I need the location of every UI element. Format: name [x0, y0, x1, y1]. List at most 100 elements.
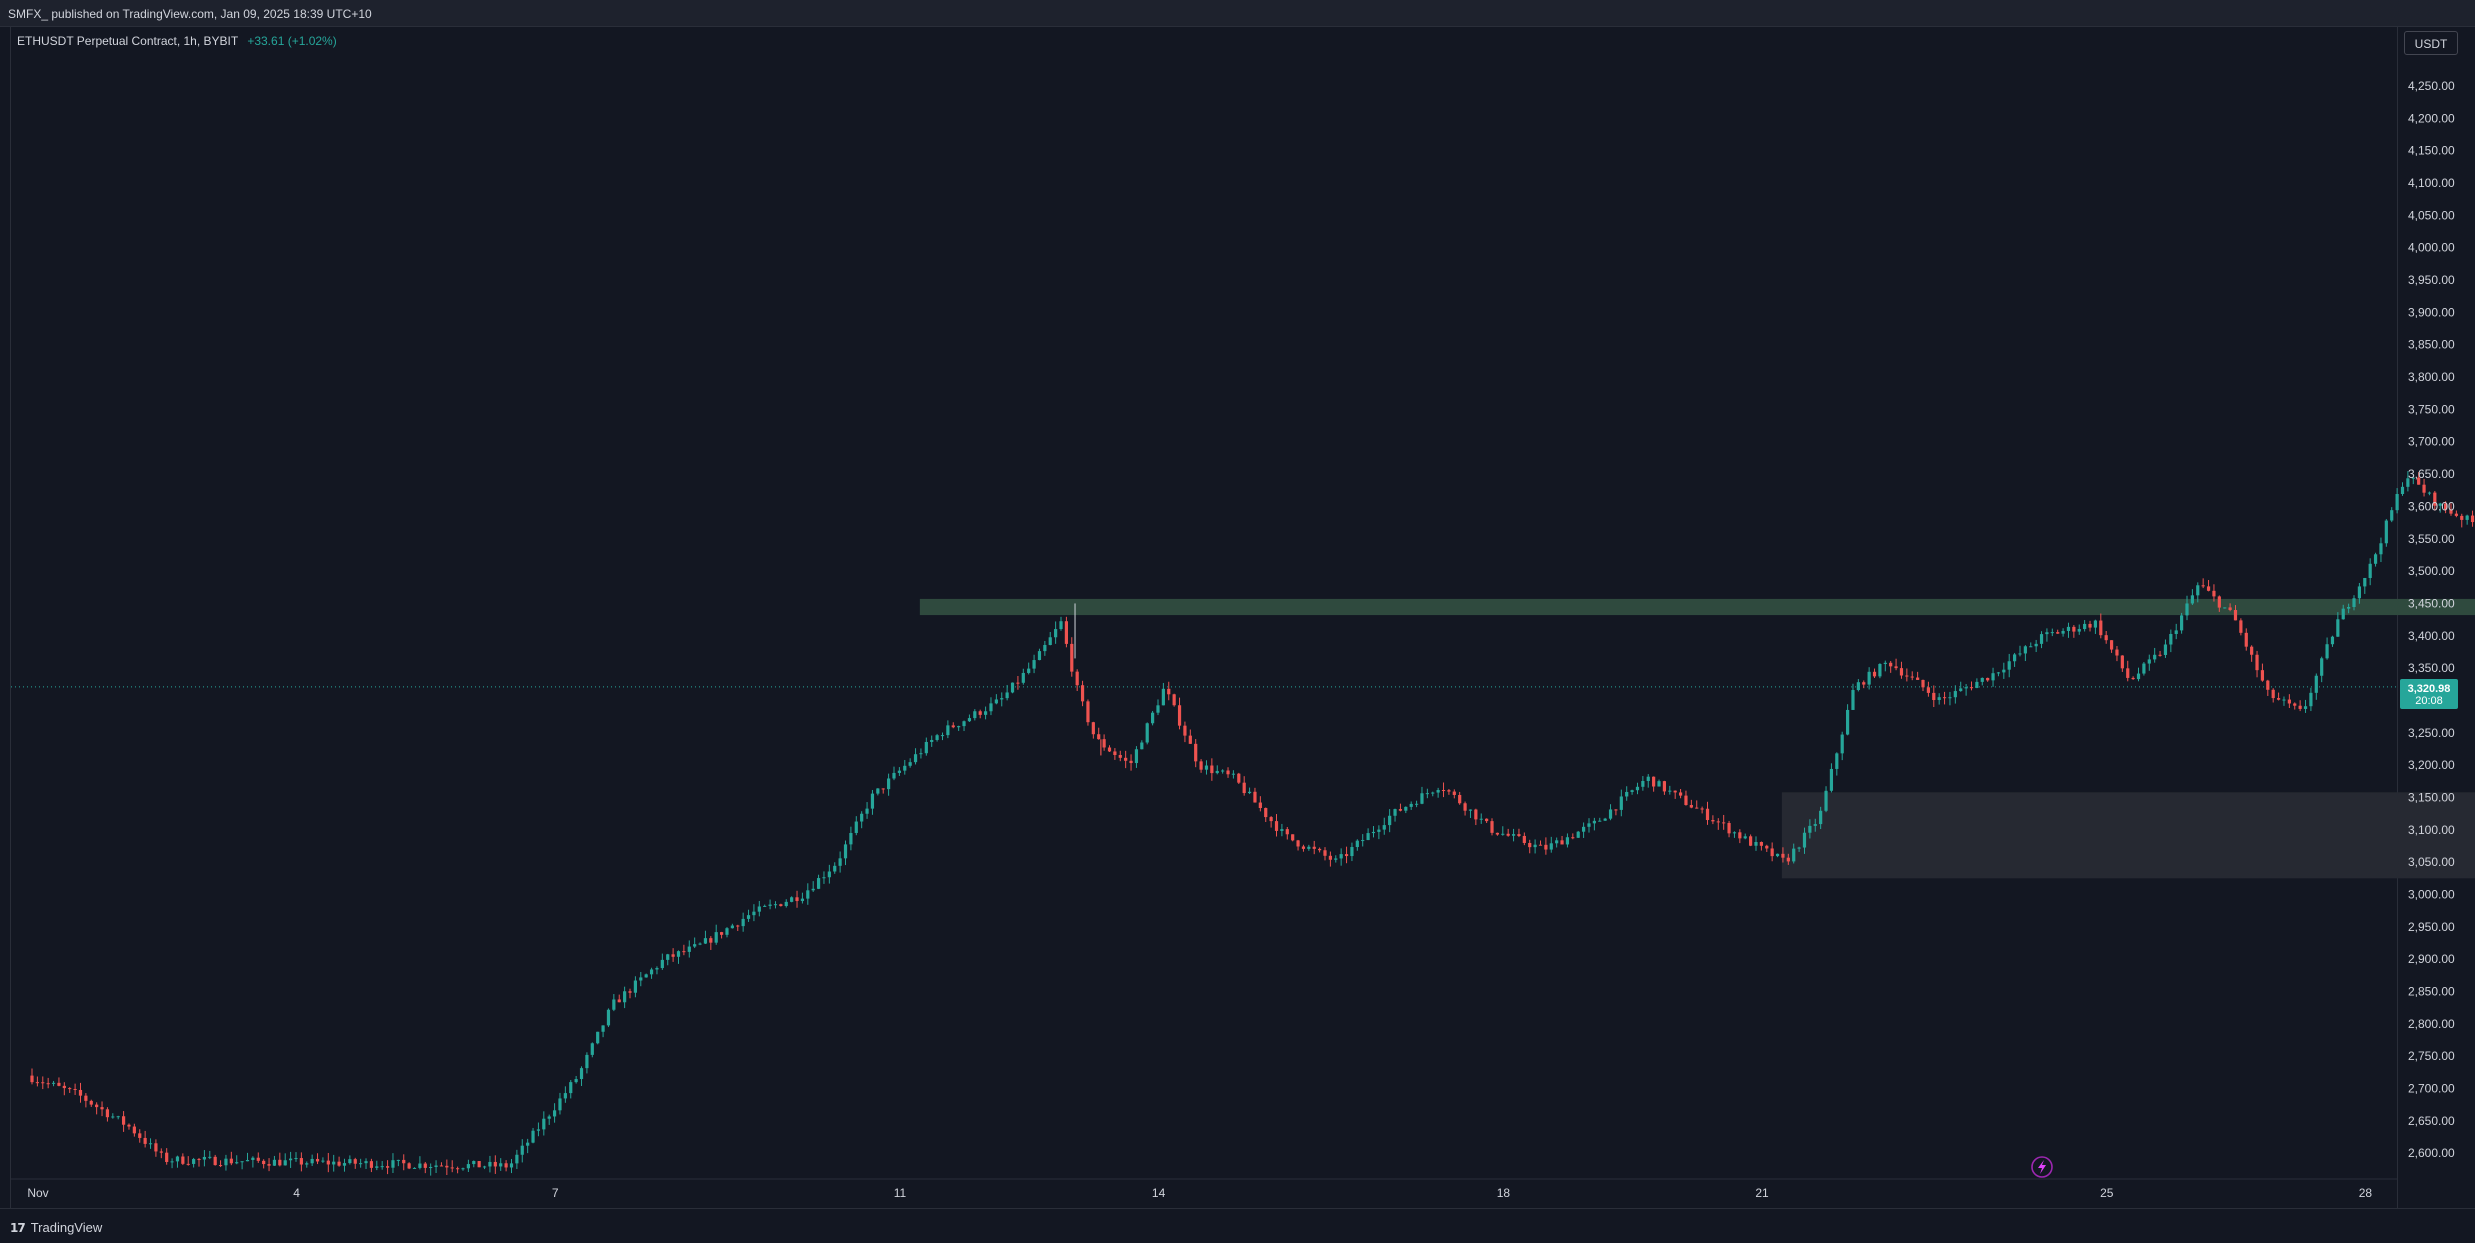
candle-body — [1781, 853, 1785, 858]
price-tick-label: 3,350.00 — [2408, 661, 2455, 675]
candle-body — [1905, 675, 1909, 677]
candle-body — [849, 832, 853, 845]
symbol-label[interactable]: ETHUSDT Perpetual Contract, 1h, BYBIT — [17, 34, 238, 48]
candle-body — [649, 969, 654, 975]
candle-body — [1986, 677, 1990, 681]
candle-body — [816, 878, 821, 889]
candle-body — [1948, 697, 1952, 699]
candle-body — [41, 1082, 45, 1084]
candle-body — [757, 906, 761, 912]
candle-body — [795, 897, 799, 902]
candle-body — [1097, 734, 1101, 740]
candle-body — [1770, 848, 1774, 857]
demand-zone[interactable] — [1781, 792, 2475, 879]
candle-body — [547, 1116, 551, 1119]
candle-body — [1657, 781, 1661, 787]
price-tick-label: 2,850.00 — [2408, 985, 2455, 999]
candle-body — [245, 1160, 250, 1162]
candle-body — [482, 1166, 487, 1168]
price-tick-label: 2,600.00 — [2408, 1146, 2455, 1160]
candle-body — [105, 1109, 110, 1118]
price-tick-label: 2,700.00 — [2408, 1082, 2455, 1096]
candle-body — [2185, 603, 2189, 616]
candle-body — [1425, 793, 1429, 795]
candle-body — [526, 1142, 530, 1146]
candle-body — [1075, 671, 1079, 686]
candle-body — [574, 1079, 578, 1083]
candle-body — [854, 821, 858, 833]
candle-body — [251, 1157, 255, 1161]
candle-body — [768, 904, 772, 906]
candle-body — [2250, 646, 2254, 655]
candle-body — [1695, 807, 1699, 809]
candle-body — [1468, 809, 1473, 811]
candle-body — [402, 1159, 406, 1164]
time-tick-label: Nov — [27, 1186, 48, 1200]
candle-body — [1738, 832, 1742, 839]
candle-body — [1883, 662, 1887, 664]
price-tick-label: 3,100.00 — [2408, 823, 2455, 837]
currency-button[interactable]: USDT — [2404, 31, 2458, 55]
candle-body — [1037, 651, 1042, 661]
candle-body — [1032, 660, 1036, 669]
candle-body — [676, 951, 681, 957]
price-tick-label: 3,500.00 — [2408, 564, 2455, 578]
candle-body — [1495, 832, 1499, 835]
candle-body — [682, 951, 686, 953]
candle-body — [1285, 829, 1289, 835]
candle-body — [720, 932, 724, 935]
candle-body — [1969, 687, 1974, 689]
candle-body — [1835, 753, 1839, 769]
candle-body — [1000, 698, 1004, 700]
candle-body — [1210, 765, 1214, 774]
candle-body — [2347, 607, 2351, 609]
candle-body — [633, 980, 637, 993]
candle-body — [1689, 804, 1693, 808]
candle-body — [2411, 477, 2415, 479]
candle-body — [714, 932, 718, 943]
lightning-circle-icon[interactable] — [2031, 1156, 2053, 1178]
candle-body — [1307, 846, 1311, 849]
candle-body — [1124, 757, 1128, 761]
candle-body — [1754, 842, 1758, 846]
candle-body — [472, 1161, 476, 1165]
supply-zone[interactable] — [919, 598, 2475, 616]
candle-body — [1565, 837, 1570, 845]
time-tick-label: 4 — [293, 1186, 300, 1200]
candle-body — [1942, 697, 1947, 699]
candle-body — [1199, 761, 1203, 770]
candle-body — [1517, 834, 1521, 836]
candle-body — [1388, 815, 1392, 826]
candle-body — [1059, 621, 1063, 630]
candle-body — [2239, 620, 2243, 633]
candle-body — [2039, 634, 2044, 644]
candle-body — [2303, 706, 2308, 709]
candle-body — [2320, 658, 2324, 676]
change-label: +33.61 (+1.02%) — [247, 34, 337, 48]
candle-body — [95, 1104, 99, 1108]
candle-body — [2438, 503, 2442, 506]
price-tick-label: 2,800.00 — [2408, 1017, 2455, 1031]
candle-body — [887, 778, 891, 790]
candle-body — [2314, 675, 2318, 693]
price-tick-label: 4,000.00 — [2408, 241, 2455, 255]
chart-frame[interactable] — [10, 27, 2398, 1208]
candle-body — [730, 925, 734, 929]
candle-body — [2115, 649, 2119, 656]
candle-body — [57, 1082, 61, 1086]
candle-body — [35, 1082, 39, 1084]
candle-body — [342, 1163, 347, 1166]
price-tick-label: 3,250.00 — [2408, 726, 2455, 740]
candle-body — [1479, 818, 1483, 820]
candle-body — [843, 844, 848, 859]
candle-body — [1231, 773, 1236, 775]
candle-body — [1323, 850, 1327, 856]
price-tick-label: 3,950.00 — [2408, 273, 2455, 287]
candle-body — [1151, 712, 1155, 724]
candle-body — [1080, 685, 1085, 702]
candle-body — [1544, 844, 1548, 850]
candle-body — [897, 770, 901, 773]
tradingview-logo[interactable]: 17 TradingView — [10, 1220, 102, 1235]
candle-body — [165, 1152, 169, 1162]
